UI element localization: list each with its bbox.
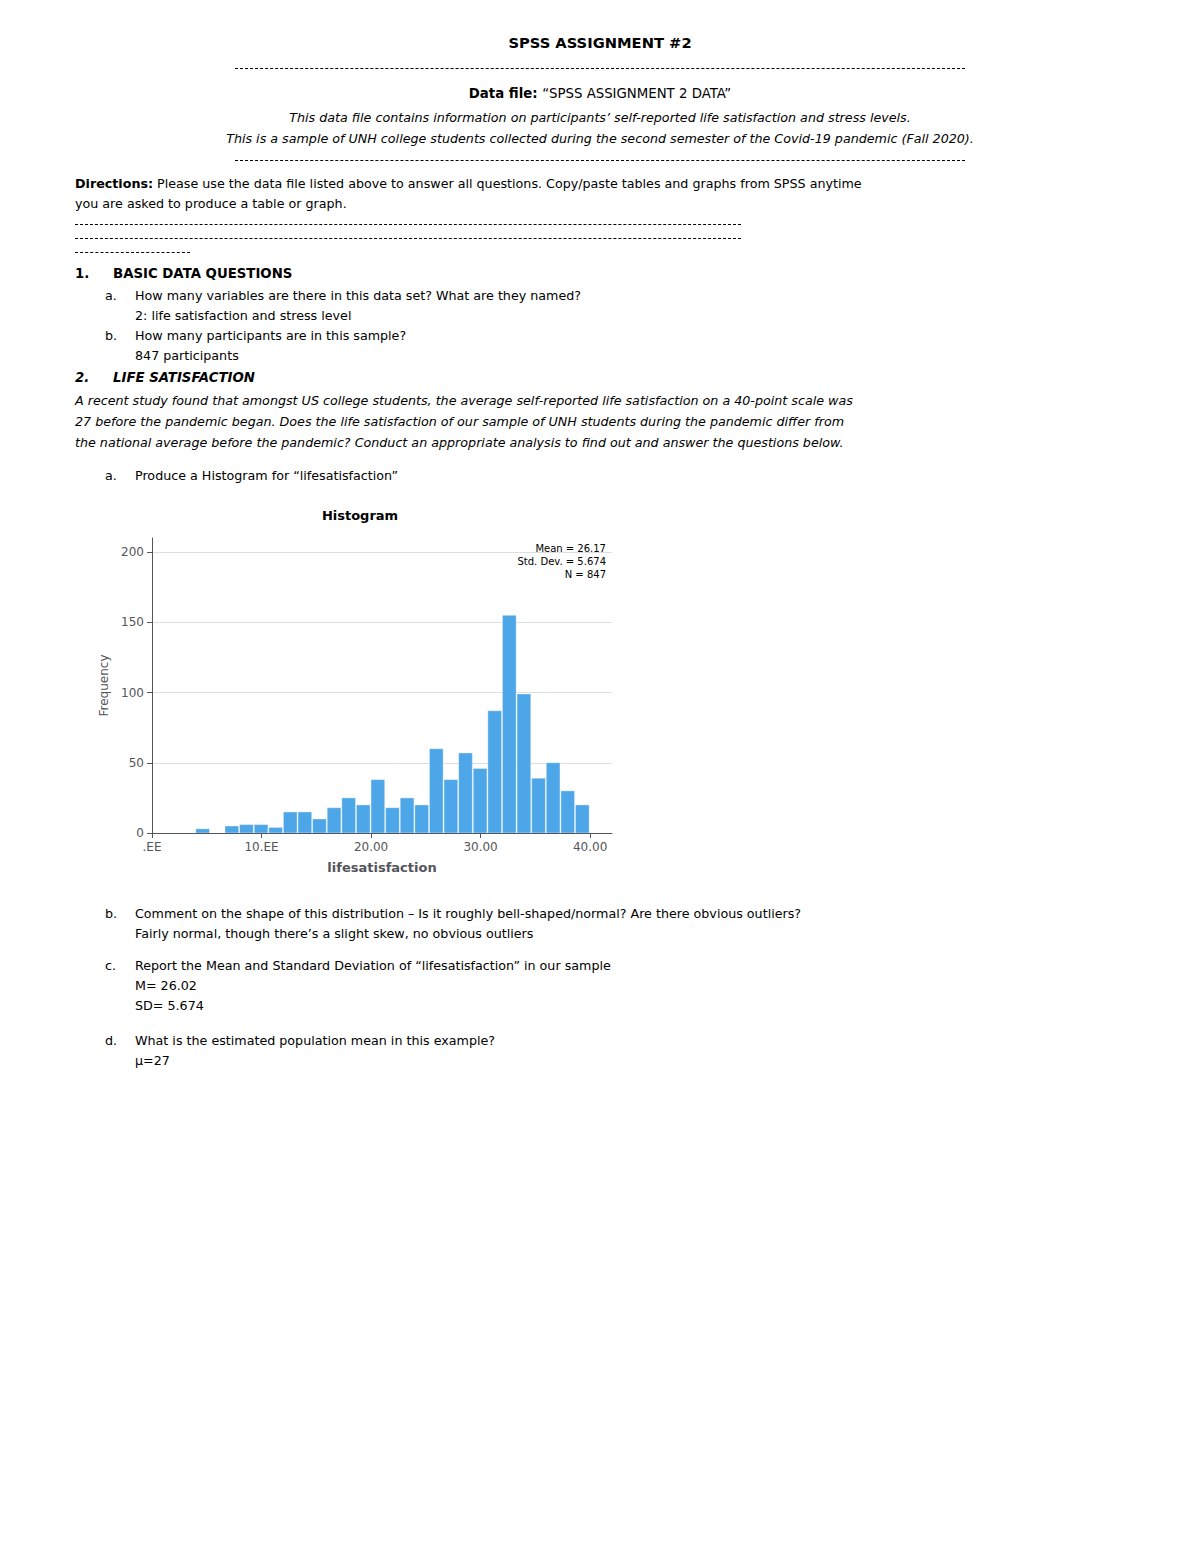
svg-text:Mean = 26.17: Mean = 26.17: [535, 543, 606, 554]
svg-text:lifesatisfaction: lifesatisfaction: [327, 860, 436, 875]
html-text:2.: 2.: [75, 370, 90, 385]
html-text:Data file: “SPSS ASSIGNMENT 2: Data file: “SPSS ASSIGNMENT 2 DATA”: [468, 86, 732, 101]
html-text:1.: 1.: [75, 266, 90, 281]
html-text:μ=27: μ=27: [135, 1053, 170, 1068]
svg-text:Frequency: Frequency: [97, 655, 111, 717]
html-text:What is the estimated populati: What is the estimated population mean in…: [135, 1033, 495, 1048]
svg-text:0: 0: [136, 826, 144, 840]
html-text:SPSS ASSIGNMENT #2: SPSS ASSIGNMENT #2: [508, 34, 692, 51]
html-text:BASIC DATA QUESTIONS: BASIC DATA QUESTIONS: [113, 266, 293, 281]
svg-text:.EE: .EE: [143, 840, 162, 854]
html-text:you are asked to produce a tab: you are asked to produce a table or grap…: [75, 196, 347, 211]
svg-text:150: 150: [121, 615, 144, 629]
html-text:How many participants are in t: How many participants are in this sample…: [135, 328, 407, 343]
html-text:This is a sample of UNH colleg: This is a sample of UNH college students…: [226, 131, 974, 146]
html-text:How many variables are there i: How many variables are there in this dat…: [135, 288, 581, 303]
svg-text:20.00: 20.00: [354, 840, 388, 854]
html-text:b.: b.: [105, 328, 118, 343]
html-text:Fairly normal, though there’s: Fairly normal, though there’s a slight s…: [135, 926, 534, 941]
svg-text:30.00: 30.00: [463, 840, 497, 854]
html-text:the national average before th: the national average before the pandemic…: [75, 435, 844, 450]
svg-text:40.00: 40.00: [573, 840, 607, 854]
svg-text:Histogram: Histogram: [322, 508, 398, 523]
html-text:This data file contains inform: This data file contains information on p…: [289, 110, 911, 125]
svg-text:N = 847: N = 847: [565, 569, 606, 580]
html-text:Report the Mean and Standard D: Report the Mean and Standard Deviation o…: [135, 958, 611, 973]
html-text:Directions: Please use the dat: Directions: Please use the data file lis…: [75, 176, 862, 191]
html-text:c.: c.: [105, 958, 116, 973]
html-text:27 before the pandemic began.: 27 before the pandemic began. Does the l…: [75, 414, 845, 429]
html-text:d.: d.: [105, 1033, 118, 1048]
svg-text:50: 50: [129, 756, 144, 770]
html-text:SD= 5.674: SD= 5.674: [135, 998, 204, 1013]
html-text:a.: a.: [105, 468, 117, 483]
svg-text:Std. Dev. = 5.674: Std. Dev. = 5.674: [517, 556, 606, 567]
html-text:b.: b.: [105, 906, 118, 921]
html-text:M= 26.02: M= 26.02: [135, 978, 197, 993]
html-text:2: life satisfaction and stres: 2: life satisfaction and stress level: [135, 308, 352, 323]
html-text:a.: a.: [105, 288, 117, 303]
html-text:LIFE SATISFACTION: LIFE SATISFACTION: [113, 370, 255, 385]
svg-text:200: 200: [121, 545, 144, 559]
svg-text:10.EE: 10.EE: [244, 840, 278, 854]
html-text:Comment on the shape of this d: Comment on the shape of this distributio…: [135, 906, 802, 921]
svg-text:100: 100: [121, 686, 144, 700]
html-text:847 participants: 847 participants: [135, 348, 239, 363]
html-text:Produce a Histogram for “lifes: Produce a Histogram for “lifesatisfactio…: [135, 468, 398, 483]
html-text:A recent study found that amon: A recent study found that amongst US col…: [75, 393, 853, 408]
